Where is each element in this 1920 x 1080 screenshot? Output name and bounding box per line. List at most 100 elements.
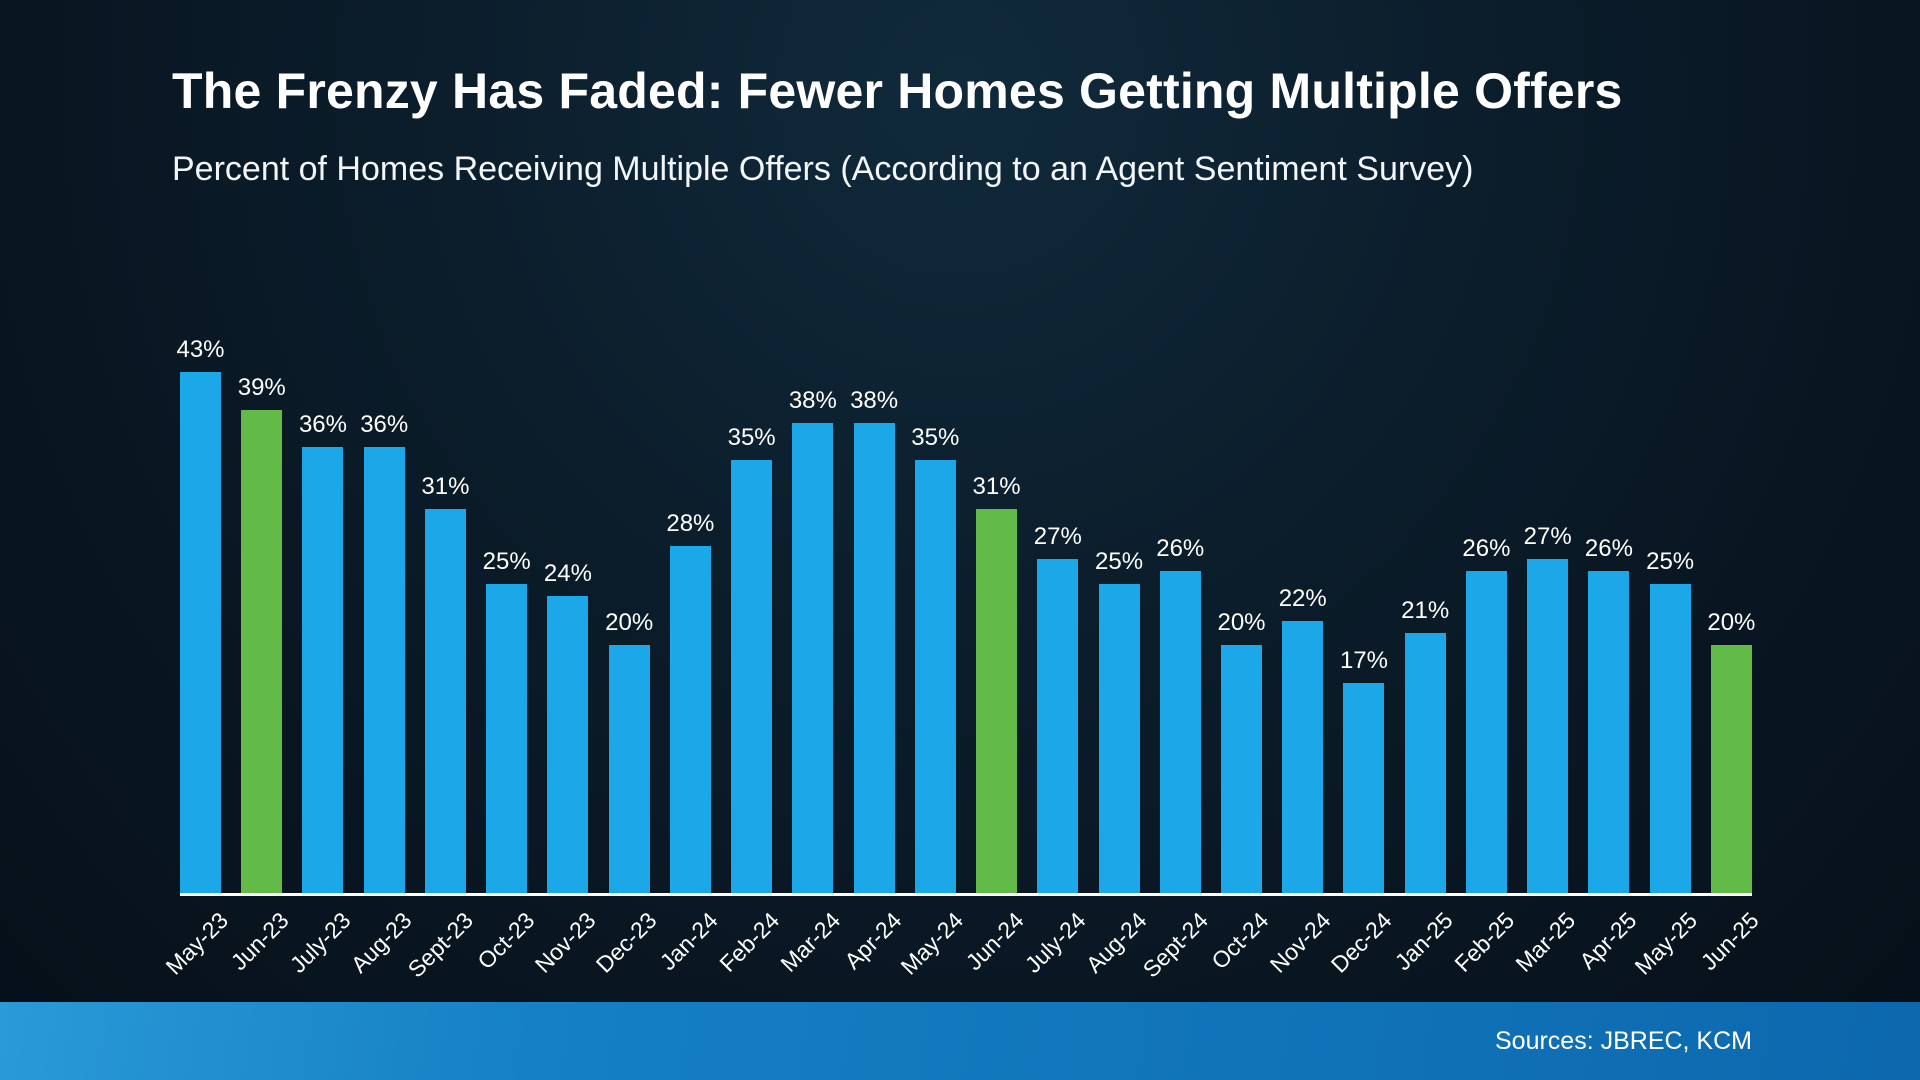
x-axis-label: Oct-24 <box>1206 907 1274 975</box>
bar-group: 20% Jun-25 <box>1696 336 1764 975</box>
page-title: The Frenzy Has Faded: Fewer Homes Gettin… <box>172 63 1623 119</box>
bar-group: 35% Feb-24 <box>714 336 784 977</box>
x-axis-label: Jan-25 <box>1389 907 1458 976</box>
bar-value-label: 38% <box>850 386 899 414</box>
bar-group: 26% Sept-24 <box>1137 336 1212 982</box>
x-axis-label: Feb-24 <box>714 907 784 977</box>
bar-group: 27% Mar-25 <box>1510 336 1580 977</box>
bar-value-label: 35% <box>911 423 960 451</box>
bar-value-label: 25% <box>1095 547 1144 575</box>
plot-area: 43% May-23 39% Jun-23 36% July-23 36% Aug-23 31%… <box>160 336 1764 982</box>
bar-group: 28% Jan-24 <box>655 336 723 975</box>
bar-group: 20% Oct-24 <box>1207 336 1274 974</box>
x-axis-label: Sept-23 <box>402 907 478 983</box>
bar-value-label: 28% <box>666 510 715 538</box>
bar-group: 36% Aug-23 <box>346 336 417 977</box>
x-axis-label: July-24 <box>1019 907 1091 978</box>
bar <box>1098 583 1140 893</box>
bar <box>976 509 1018 893</box>
bar-group: 25% Aug-24 <box>1081 336 1152 978</box>
bar-value-label: 36% <box>360 411 409 439</box>
bar <box>486 583 528 893</box>
bar-chart: 43% May-23 39% Jun-23 36% July-23 36% Aug-23 31%… <box>160 336 1764 982</box>
x-axis-label: Jun-25 <box>1695 907 1764 976</box>
bar-value-label: 17% <box>1339 646 1388 674</box>
x-axis-label: Oct-23 <box>471 907 540 975</box>
bar <box>1220 645 1262 893</box>
x-axis-label: Feb-25 <box>1448 907 1519 977</box>
bar-value-label: 26% <box>1156 535 1205 563</box>
footer-bar: Sources: JBREC, KCM <box>0 1002 1920 1080</box>
bar <box>363 447 405 893</box>
bar-value-label: 24% <box>543 559 592 587</box>
bar <box>608 645 650 893</box>
x-axis-label: May-24 <box>895 907 968 980</box>
bar-value-label: 25% <box>1646 547 1695 575</box>
bar-group: 27% July-24 <box>1019 336 1090 978</box>
bar <box>1404 633 1446 893</box>
bar <box>1527 558 1569 893</box>
bar-group: 25% Oct-23 <box>472 336 539 975</box>
x-axis-label: July-23 <box>284 907 356 978</box>
bar <box>731 459 773 893</box>
bar-value-label: 26% <box>1584 535 1633 563</box>
bar-group: 35% May-24 <box>895 336 968 980</box>
x-axis-label: Dec-24 <box>1325 907 1397 978</box>
bar-group: 26% Feb-25 <box>1449 336 1519 977</box>
bar <box>1159 571 1201 893</box>
bar-value-label: 39% <box>237 374 286 402</box>
x-axis-label: Mar-24 <box>775 907 846 977</box>
bar-group: 22% Nov-24 <box>1264 336 1335 978</box>
header: The Frenzy Has Faded: Fewer Homes Gettin… <box>172 62 1800 189</box>
bar-value-label: 38% <box>788 386 837 414</box>
x-axis-label: Apr-24 <box>839 907 907 975</box>
bar-value-label: 43% <box>176 336 225 363</box>
x-axis-label: Jan-24 <box>654 907 723 976</box>
bar-value-label: 31% <box>972 473 1021 501</box>
bar-group: 38% Apr-24 <box>839 336 906 975</box>
bar-value-label: 25% <box>482 547 531 575</box>
x-axis-label: May-23 <box>160 907 233 980</box>
bar <box>1343 682 1385 893</box>
bar <box>424 509 466 893</box>
bar-group: 43% May-23 <box>160 336 233 980</box>
bar-group: 24% Nov-23 <box>529 336 600 978</box>
x-axis-label: Apr-25 <box>1574 907 1642 975</box>
bar-value-label: 31% <box>421 473 470 501</box>
x-axis-label: Nov-23 <box>529 907 601 978</box>
x-axis-label: Dec-23 <box>590 907 662 978</box>
bar-group: 31% Sept-23 <box>402 336 477 982</box>
bar <box>241 410 283 893</box>
bar-value-label: 22% <box>1278 584 1327 612</box>
bar <box>1037 558 1079 893</box>
bar-group: 31% Jun-24 <box>961 336 1029 975</box>
bar-value-label: 20% <box>1707 609 1756 637</box>
bar <box>547 595 589 893</box>
x-axis-label: Jun-23 <box>226 907 295 976</box>
bar <box>1710 645 1752 893</box>
page-subtitle: Percent of Homes Receiving Multiple Offe… <box>172 150 1474 188</box>
bar-group: 21% Jan-25 <box>1389 336 1457 975</box>
bar-group: 17% Dec-24 <box>1326 336 1397 978</box>
bar-group: 39% Jun-23 <box>226 336 294 975</box>
x-axis-label: May-25 <box>1629 907 1703 980</box>
bar-value-label: 27% <box>1033 522 1082 550</box>
bar-group: 20% Dec-23 <box>591 336 662 977</box>
bar <box>853 422 895 893</box>
bar-value-label: 27% <box>1523 522 1572 550</box>
bar <box>1282 620 1324 893</box>
bar <box>914 459 956 893</box>
bar-value-label: 35% <box>727 423 776 451</box>
x-axis-label: Jun-24 <box>960 907 1029 976</box>
bar <box>180 372 221 893</box>
bar-value-label: 36% <box>298 411 347 439</box>
bar <box>792 422 834 893</box>
x-axis-label: Mar-25 <box>1510 907 1581 977</box>
bar-value-label: 20% <box>605 609 654 637</box>
bar-group: 38% Mar-24 <box>775 336 845 977</box>
x-axis-label: Nov-24 <box>1264 907 1336 978</box>
bar <box>1649 583 1691 893</box>
bar-group: 36% July-23 <box>285 336 356 977</box>
x-axis-label: Sept-24 <box>1137 907 1213 983</box>
